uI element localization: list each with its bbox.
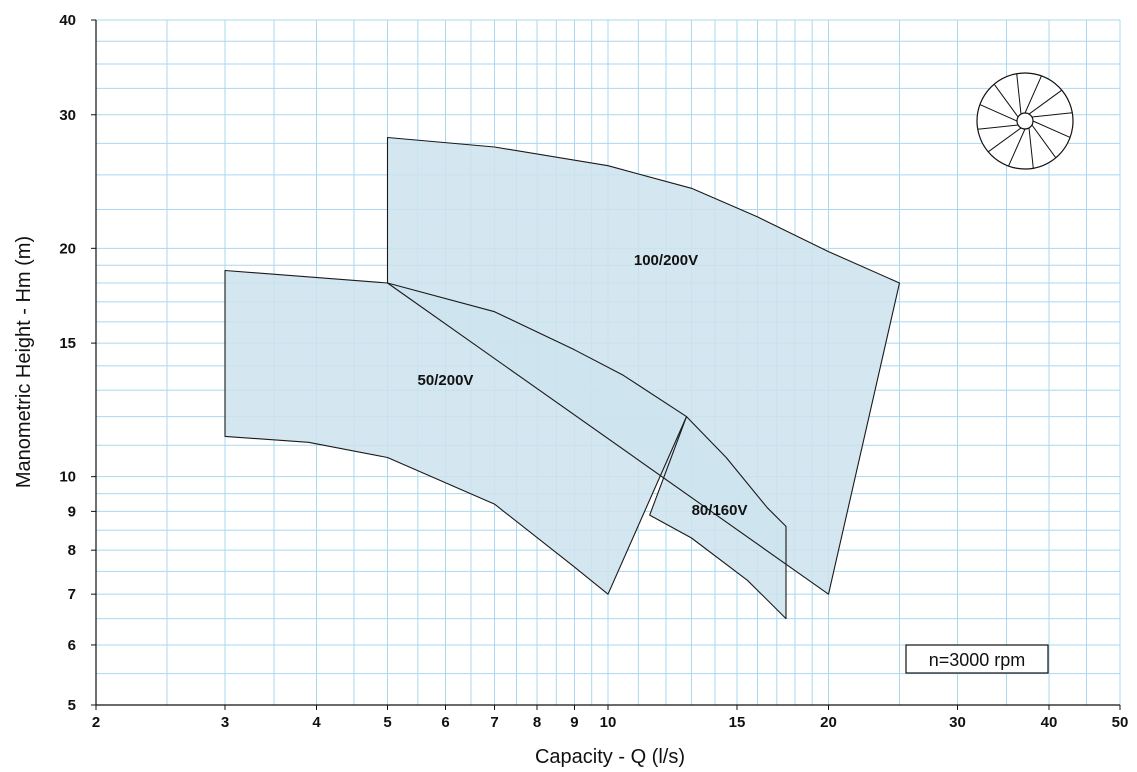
impeller-vane	[987, 127, 1022, 153]
y-tick-label: 10	[59, 469, 76, 486]
region-label-50-200v: 50/200V	[418, 372, 474, 389]
region-50-200v	[225, 270, 687, 595]
impeller-vane	[1008, 128, 1026, 167]
impeller-vane	[1016, 73, 1022, 115]
impeller-vane	[1032, 120, 1071, 138]
impeller-vane	[1028, 127, 1034, 169]
x-tick-label: 5	[383, 714, 391, 731]
impeller-hub	[1016, 112, 1034, 130]
region-labels: 100/200V 50/200V 80/160V	[418, 252, 748, 519]
plot-frame	[91, 19, 1121, 710]
impeller-icon	[976, 72, 1074, 170]
region-outline-100-200v	[386, 136, 901, 595]
x-tick-label: 50	[1112, 714, 1129, 731]
impeller-vane	[1031, 124, 1057, 159]
x-tick-label: 9	[570, 714, 578, 731]
speed-annotation-text: n=3000 rpm	[929, 650, 1026, 670]
impeller-vane	[979, 104, 1018, 122]
y-tick-label: 9	[68, 503, 76, 520]
x-tick-label: 10	[600, 714, 617, 731]
y-tick-label: 20	[59, 240, 76, 257]
x-tick-label: 6	[441, 714, 449, 731]
region-outline-50-200v	[224, 269, 688, 595]
y-tick-label: 15	[59, 335, 76, 352]
region-outline-80-160v	[649, 416, 787, 620]
speed-annotation: n=3000 rpm	[905, 644, 1049, 674]
region-80-160v	[649, 416, 786, 619]
x-tick-label: 7	[490, 714, 498, 731]
impeller-vane	[1031, 112, 1073, 118]
region-label-80-160v: 80/160V	[692, 502, 748, 519]
impeller-vane	[1024, 75, 1042, 114]
y-tick-label: 40	[59, 12, 76, 29]
x-tick-label: 4	[312, 714, 321, 731]
x-tick-label: 40	[1041, 714, 1058, 731]
x-tick-label: 2	[92, 714, 100, 731]
impeller-vane	[993, 83, 1019, 118]
y-tick-label: 8	[68, 542, 76, 559]
tick-labels: 2 3 4 5 6 7 8 9 10 15 20 30 40 50 5 6 7 8 9 10 15 20 30 40	[59, 12, 1128, 731]
impeller-vane	[1028, 89, 1063, 115]
x-tick-label: 3	[221, 714, 229, 731]
impeller-vane	[977, 124, 1019, 130]
x-tick-label: 20	[820, 714, 837, 731]
y-tick-label: 7	[68, 586, 76, 603]
y-tick-label: 5	[68, 697, 76, 714]
y-axis-title: Manometric Height - Hm (m)	[13, 236, 35, 488]
x-tick-label: 30	[949, 714, 966, 731]
x-tick-label: 15	[729, 714, 746, 731]
x-tick-label: 8	[533, 714, 541, 731]
x-axis-title: Capacity - Q (l/s)	[535, 746, 685, 768]
speed-annotation-box	[905, 644, 1049, 674]
region-label-100-200v: 100/200V	[634, 252, 698, 269]
operating-regions	[224, 136, 901, 620]
y-tick-label: 30	[59, 107, 76, 124]
y-tick-label: 6	[68, 637, 76, 654]
region-100-200v	[387, 137, 900, 595]
